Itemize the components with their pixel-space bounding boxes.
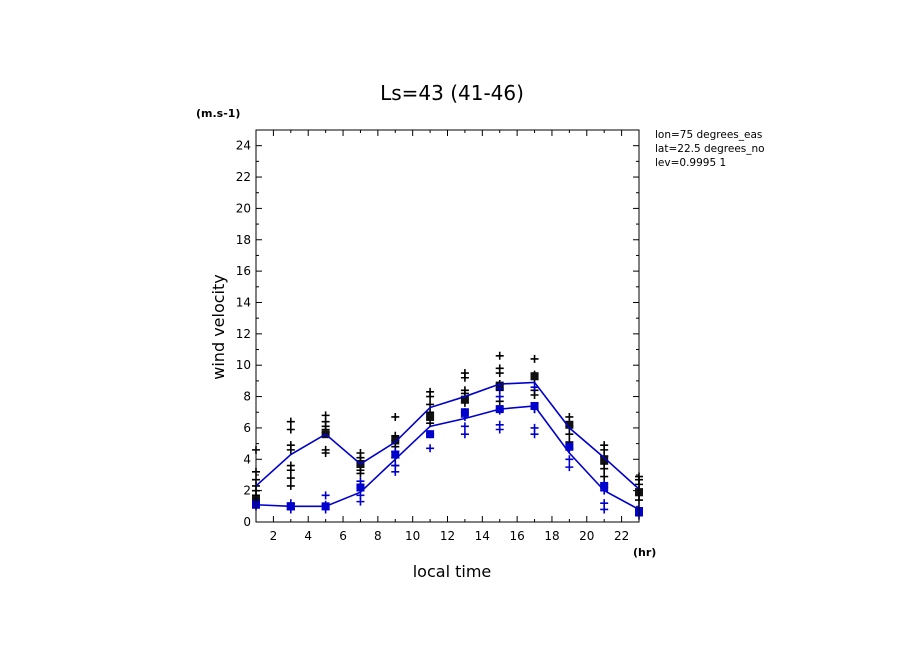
x-tick-label: 6 [339, 529, 347, 543]
x-axis-label: local time [413, 562, 492, 581]
square-point [391, 450, 400, 459]
square-point [426, 430, 435, 439]
y-tick-label: 20 [236, 201, 251, 215]
y-tick-label: 4 [243, 452, 251, 466]
x-tick-label: 2 [270, 529, 278, 543]
y-tick-label: 12 [236, 327, 251, 341]
series-line [255, 405, 640, 511]
cross-point [426, 444, 435, 453]
square-point [565, 442, 574, 451]
x-tick-label: 8 [374, 529, 382, 543]
series-2 [252, 383, 643, 520]
cross-point [565, 463, 574, 472]
y-tick-label: 16 [236, 264, 251, 278]
cross-point [426, 387, 435, 396]
y-tick-label: 18 [236, 233, 251, 247]
x-tick-label: 16 [509, 529, 524, 543]
plot-frame [255, 129, 640, 523]
cross-point [530, 383, 539, 392]
cross-point [565, 412, 574, 421]
data-layer [252, 351, 643, 520]
square-point [600, 455, 609, 464]
info-lev: lev=0.9995 1 [655, 157, 726, 169]
cross-point [286, 461, 295, 470]
y-tick-label: 8 [243, 390, 251, 404]
cross-point [565, 455, 574, 464]
cross-point [321, 411, 330, 420]
cross-point [286, 481, 295, 490]
x-tick-label: 20 [579, 529, 594, 543]
square-point [565, 420, 574, 429]
square-point [600, 481, 609, 490]
y-axis-label: wind velocity [209, 274, 228, 379]
x-unit-label: (hr) [633, 546, 656, 559]
cross-point [495, 351, 504, 360]
info-lon: lon=75 degrees_eas [655, 129, 762, 141]
square-point [356, 483, 365, 492]
y-tick-label: 14 [236, 295, 251, 309]
square-point [460, 395, 469, 404]
y-tick-label: 0 [243, 515, 251, 529]
y-tick-label: 24 [236, 139, 251, 153]
cross-point [286, 441, 295, 450]
x-tick-label: 22 [614, 529, 629, 543]
square-point [426, 412, 435, 421]
chart-title: Ls=43 (41-46) [380, 81, 524, 105]
cross-point [460, 369, 469, 378]
series-1 [252, 351, 643, 511]
cross-point [495, 364, 504, 373]
cross-point [321, 445, 330, 454]
y-unit-label: (m.s-1) [196, 107, 240, 120]
y-tick-label: 2 [243, 484, 251, 498]
square-point [391, 436, 400, 445]
y-tick-label: 6 [243, 421, 251, 435]
cross-point [356, 449, 365, 458]
y-tick-label: 22 [236, 170, 251, 184]
cross-point [600, 441, 609, 450]
cross-point [530, 354, 539, 363]
cross-point [460, 386, 469, 395]
x-tick-label: 12 [440, 529, 455, 543]
cross-point [391, 461, 400, 470]
cross-point [530, 423, 539, 432]
x-tick-label: 18 [544, 529, 559, 543]
cross-point [286, 474, 295, 483]
cross-point [495, 384, 504, 393]
cross-point [600, 499, 609, 508]
cross-point [460, 422, 469, 431]
cross-point [286, 417, 295, 426]
info-lat: lat=22.5 degrees_no [655, 143, 765, 155]
cross-point [321, 491, 330, 500]
cross-point [495, 420, 504, 429]
y-tick-label: 10 [236, 358, 251, 372]
x-tick-label: 4 [304, 529, 312, 543]
cross-point [565, 430, 574, 439]
cross-point [460, 430, 469, 439]
cross-point [286, 425, 295, 434]
square-point [530, 372, 539, 381]
x-tick-label: 14 [475, 529, 490, 543]
series-line [255, 381, 640, 490]
cross-point [600, 472, 609, 481]
square-point [460, 408, 469, 417]
cross-point [391, 412, 400, 421]
x-tick-label: 10 [405, 529, 420, 543]
cross-point [495, 392, 504, 401]
